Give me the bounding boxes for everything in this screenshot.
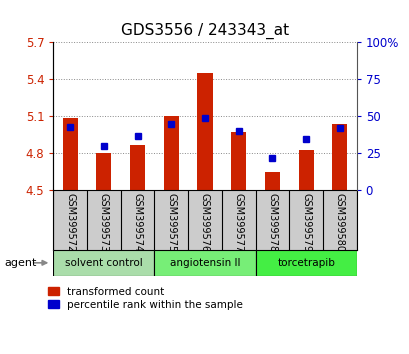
Text: solvent control: solvent control <box>65 258 142 268</box>
Text: GSM399573: GSM399573 <box>99 193 109 252</box>
Text: angiotensin II: angiotensin II <box>169 258 240 268</box>
Bar <box>264 172 279 190</box>
Text: GSM399578: GSM399578 <box>267 193 277 252</box>
Text: GSM399575: GSM399575 <box>166 193 176 252</box>
Bar <box>298 150 313 190</box>
Bar <box>96 153 111 190</box>
Bar <box>163 116 178 190</box>
Text: GSM399576: GSM399576 <box>200 193 209 252</box>
Text: GSM399577: GSM399577 <box>233 193 243 252</box>
Bar <box>63 118 78 190</box>
Bar <box>231 132 246 190</box>
Bar <box>197 73 212 190</box>
Text: GDS3556 / 243343_at: GDS3556 / 243343_at <box>121 23 288 39</box>
Bar <box>255 250 356 276</box>
Text: GSM399579: GSM399579 <box>300 193 310 252</box>
Text: GSM399572: GSM399572 <box>65 193 75 252</box>
Text: GSM399580: GSM399580 <box>334 193 344 252</box>
Bar <box>331 124 346 190</box>
Text: torcetrapib: torcetrapib <box>276 258 334 268</box>
Legend: transformed count, percentile rank within the sample: transformed count, percentile rank withi… <box>46 285 245 312</box>
Text: GSM399574: GSM399574 <box>132 193 142 252</box>
Text: agent: agent <box>4 258 36 268</box>
Bar <box>130 145 145 190</box>
Bar <box>53 250 154 276</box>
Bar <box>154 250 255 276</box>
